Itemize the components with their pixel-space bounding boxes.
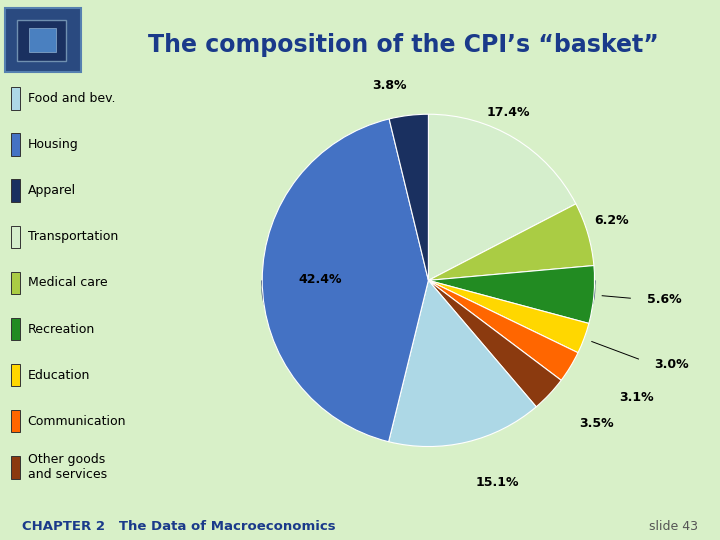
- Text: Apparel: Apparel: [27, 185, 76, 198]
- Text: Recreation: Recreation: [27, 322, 95, 335]
- Wedge shape: [428, 114, 576, 280]
- FancyBboxPatch shape: [29, 28, 56, 52]
- Wedge shape: [428, 204, 594, 280]
- FancyBboxPatch shape: [17, 21, 66, 61]
- Wedge shape: [262, 119, 428, 442]
- Text: Medical care: Medical care: [27, 276, 107, 289]
- Bar: [11, 410, 20, 433]
- Bar: [11, 133, 20, 157]
- Text: Communication: Communication: [27, 415, 126, 428]
- Text: 42.4%: 42.4%: [299, 273, 342, 286]
- Bar: [11, 318, 20, 340]
- Text: Education: Education: [27, 368, 90, 382]
- Text: Transportation: Transportation: [27, 231, 118, 244]
- Text: The composition of the CPI’s “basket”: The composition of the CPI’s “basket”: [148, 33, 659, 57]
- Text: 3.1%: 3.1%: [620, 391, 654, 404]
- Bar: [11, 226, 20, 248]
- Text: Other goods
and services: Other goods and services: [27, 453, 107, 481]
- Wedge shape: [389, 280, 536, 447]
- Text: 3.8%: 3.8%: [372, 79, 406, 92]
- Text: 5.6%: 5.6%: [647, 293, 682, 306]
- Wedge shape: [428, 280, 561, 407]
- Bar: [11, 272, 20, 294]
- Text: 17.4%: 17.4%: [487, 106, 531, 119]
- Bar: [11, 363, 20, 387]
- Text: 3.0%: 3.0%: [654, 359, 688, 372]
- Polygon shape: [262, 280, 595, 381]
- Wedge shape: [389, 114, 428, 280]
- Text: CHAPTER 2   The Data of Macroeconomics: CHAPTER 2 The Data of Macroeconomics: [22, 520, 336, 533]
- Text: 6.2%: 6.2%: [595, 214, 629, 227]
- Text: slide 43: slide 43: [649, 520, 698, 533]
- Wedge shape: [428, 266, 595, 323]
- Text: Food and bev.: Food and bev.: [27, 92, 115, 105]
- Bar: [11, 456, 20, 478]
- Text: 3.5%: 3.5%: [580, 416, 614, 429]
- Wedge shape: [428, 280, 578, 380]
- Bar: [11, 179, 20, 202]
- Text: 15.1%: 15.1%: [476, 476, 519, 489]
- Wedge shape: [428, 280, 589, 353]
- Text: Housing: Housing: [27, 138, 78, 151]
- FancyBboxPatch shape: [5, 8, 81, 72]
- Bar: [11, 87, 20, 110]
